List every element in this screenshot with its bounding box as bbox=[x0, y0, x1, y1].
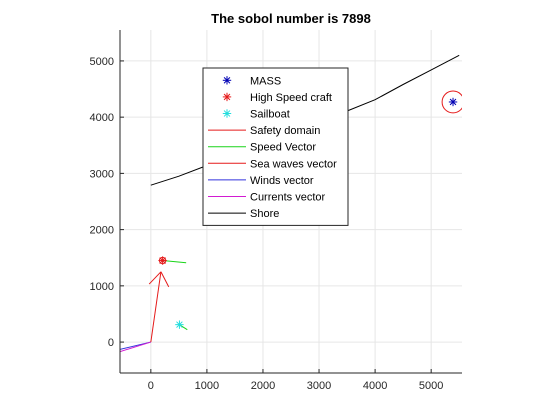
legend-label: Currents vector bbox=[250, 192, 326, 204]
y-tick-label: 1000 bbox=[90, 281, 114, 293]
legend-item-speed-vector: Speed Vector bbox=[208, 142, 316, 154]
y-tick-label: 0 bbox=[108, 337, 114, 349]
legend-item-safety-domain: Safety domain bbox=[208, 125, 320, 137]
y-tick-label: 2000 bbox=[90, 225, 114, 237]
y-tick-label: 5000 bbox=[90, 56, 114, 68]
legend-marker bbox=[222, 109, 232, 118]
safety-domain-circle bbox=[441, 90, 462, 114]
legend-item-high-speed-craft: High Speed craft bbox=[222, 92, 332, 104]
legend-label: High Speed craft bbox=[250, 92, 332, 104]
high-speed-craft-marker-ring bbox=[158, 256, 167, 265]
x-tick-label: 1000 bbox=[195, 380, 219, 392]
chart-title: The sobol number is 7898 bbox=[211, 11, 371, 26]
x-tick-label: 5000 bbox=[419, 380, 443, 392]
legend-item-mass: MASS bbox=[222, 75, 281, 87]
legend-marker bbox=[222, 76, 232, 85]
legend: MASS High Speed craft Sailboat Safety domai… bbox=[202, 67, 349, 226]
sailboat-marker bbox=[175, 320, 184, 329]
legend-item-winds-vector: Winds vector bbox=[208, 175, 314, 187]
legend-label: Sailboat bbox=[250, 109, 290, 121]
x-tick-label: 3000 bbox=[307, 380, 331, 392]
legend-item-sea-waves-vector: Sea waves vector bbox=[208, 158, 337, 170]
legend-label: Shore bbox=[250, 208, 279, 220]
legend-item-currents-vector: Currents vector bbox=[208, 192, 326, 204]
x-tick-label: 0 bbox=[148, 380, 154, 392]
mass-marker bbox=[448, 97, 458, 107]
legend-label: MASS bbox=[250, 75, 281, 87]
ticks: 0 1000 2000 3000 4000 5000 0 1000 2000 3000 4000 50… bbox=[90, 56, 444, 392]
x-tick-label: 2000 bbox=[251, 380, 275, 392]
legend-label: Winds vector bbox=[250, 175, 314, 187]
legend-marker bbox=[222, 92, 232, 102]
x-tick-label: 4000 bbox=[363, 380, 387, 392]
legend-label: Safety domain bbox=[250, 125, 320, 137]
legend-label: Sea waves vector bbox=[250, 158, 337, 170]
y-tick-label: 3000 bbox=[90, 168, 114, 180]
legend-item-sailboat: Sailboat bbox=[222, 109, 290, 121]
y-tick-label: 4000 bbox=[90, 112, 114, 124]
legend-item-shore: Shore bbox=[208, 208, 279, 220]
currents-vector-segment bbox=[120, 341, 151, 353]
axes bbox=[119, 30, 462, 374]
legend-label: Speed Vector bbox=[250, 142, 316, 154]
sea-waves-vector-arrow bbox=[148, 271, 170, 343]
